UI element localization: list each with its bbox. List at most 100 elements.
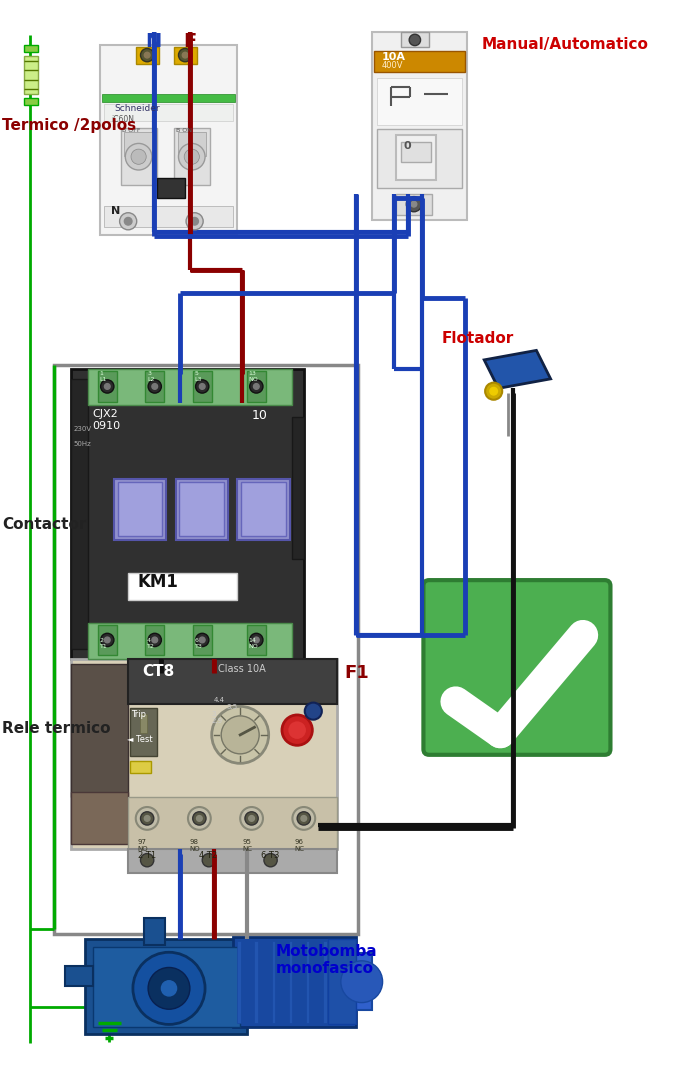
Text: 13
NO: 13 NO — [248, 372, 259, 383]
Bar — [328, 938, 356, 1025]
Circle shape — [144, 815, 150, 821]
Bar — [271, 941, 276, 1024]
Circle shape — [148, 379, 161, 393]
Bar — [156, 178, 185, 198]
Circle shape — [125, 144, 152, 170]
Bar — [175, 479, 228, 541]
Bar — [396, 135, 436, 181]
Text: ◄ Test: ◄ Test — [127, 735, 153, 743]
Text: 3
L2: 3 L2 — [147, 372, 154, 383]
Bar — [377, 130, 462, 189]
Circle shape — [199, 637, 205, 643]
Circle shape — [297, 812, 311, 825]
Circle shape — [485, 383, 502, 400]
Circle shape — [131, 149, 146, 165]
Text: KM1: KM1 — [137, 573, 179, 592]
Circle shape — [141, 853, 154, 867]
Text: 2.9: 2.9 — [212, 718, 223, 724]
Bar — [292, 416, 304, 559]
Text: Termico /2polos: Termico /2polos — [2, 118, 136, 133]
Text: N: N — [111, 206, 121, 216]
Circle shape — [101, 379, 114, 393]
Circle shape — [411, 202, 417, 207]
Bar — [24, 98, 38, 106]
Bar — [24, 56, 38, 94]
Text: 4
T2: 4 T2 — [147, 638, 155, 649]
Circle shape — [141, 812, 154, 825]
Bar — [241, 483, 286, 536]
Text: Flotador: Flotador — [441, 331, 514, 347]
Bar — [401, 142, 431, 162]
Circle shape — [199, 384, 205, 389]
Bar — [104, 206, 233, 227]
Bar — [64, 966, 93, 986]
Bar — [128, 573, 238, 601]
Bar — [71, 379, 88, 650]
Bar — [377, 77, 462, 125]
Circle shape — [221, 716, 259, 754]
Bar — [104, 104, 233, 121]
Circle shape — [196, 633, 209, 646]
Bar — [130, 708, 156, 755]
Text: 50Hz: 50Hz — [73, 440, 91, 447]
Bar — [255, 941, 258, 1024]
Circle shape — [264, 853, 277, 867]
Text: CT8: CT8 — [142, 664, 175, 679]
Bar — [128, 849, 337, 872]
Bar — [97, 625, 116, 655]
Bar — [323, 941, 326, 1024]
Bar — [146, 625, 165, 655]
Circle shape — [292, 807, 315, 829]
Text: B ON: B ON — [175, 129, 192, 133]
Circle shape — [202, 853, 215, 867]
Circle shape — [250, 633, 263, 646]
Circle shape — [104, 637, 110, 643]
Bar — [100, 45, 238, 234]
Circle shape — [125, 218, 132, 225]
Bar — [288, 941, 292, 1024]
Circle shape — [212, 706, 269, 763]
Text: 400V: 400V — [382, 61, 403, 70]
Bar — [71, 370, 304, 659]
Circle shape — [136, 807, 158, 829]
Bar — [238, 941, 241, 1024]
Circle shape — [182, 52, 188, 58]
Bar — [125, 132, 153, 156]
Bar — [136, 47, 158, 63]
Circle shape — [101, 633, 114, 646]
Circle shape — [188, 807, 211, 829]
Bar — [238, 479, 290, 541]
Circle shape — [282, 715, 312, 746]
Text: 97
NO: 97 NO — [137, 839, 148, 852]
Bar — [174, 47, 196, 63]
Text: Motobomba
monofasico: Motobomba monofasico — [276, 944, 377, 977]
Text: Schneider: Schneider — [114, 105, 160, 113]
Text: F: F — [183, 33, 196, 51]
Circle shape — [179, 144, 205, 170]
Bar — [128, 797, 337, 849]
Bar — [54, 365, 358, 934]
Text: 2
T1: 2 T1 — [100, 638, 108, 649]
Circle shape — [250, 379, 263, 393]
Bar — [146, 372, 165, 401]
Bar — [118, 483, 162, 536]
Text: Rele termico: Rele termico — [2, 720, 110, 736]
Text: 4.4: 4.4 — [214, 697, 225, 703]
Bar — [247, 372, 266, 401]
Circle shape — [409, 34, 420, 46]
Text: 6
T3: 6 T3 — [194, 638, 202, 649]
Circle shape — [144, 52, 150, 58]
Text: 10: 10 — [252, 409, 267, 422]
Bar — [88, 370, 292, 405]
Bar — [351, 954, 372, 1010]
Polygon shape — [484, 350, 550, 388]
Text: B OFF: B OFF — [123, 129, 141, 133]
Bar — [93, 946, 240, 1027]
Bar — [401, 33, 429, 47]
Circle shape — [148, 633, 161, 646]
Circle shape — [305, 703, 322, 719]
Bar — [177, 132, 206, 156]
Bar — [71, 659, 337, 849]
Bar — [396, 194, 432, 215]
Circle shape — [191, 218, 198, 225]
